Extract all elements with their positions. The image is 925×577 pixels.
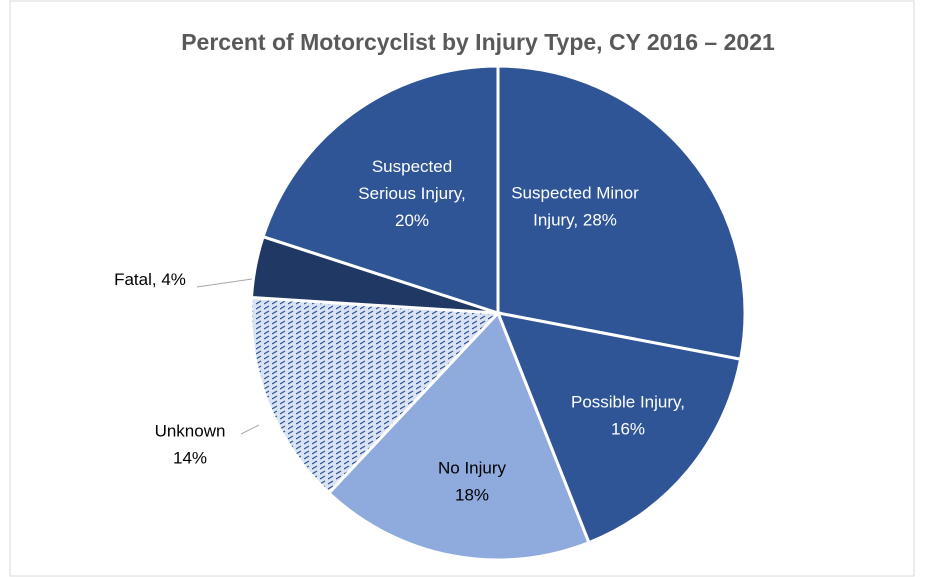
pie-slice — [261, 64, 500, 316]
leader-line — [240, 424, 260, 435]
data-label: No Injury 18% — [438, 459, 507, 505]
pie-slice — [326, 310, 591, 562]
chart-title: Percent of Motorcyclist by Injury Type, … — [181, 29, 775, 55]
pie-slice — [249, 295, 502, 496]
leader-line — [196, 278, 253, 288]
pie-slice — [496, 64, 747, 362]
data-label: Suspected Serious Injury, 20% — [358, 157, 465, 230]
data-label: Suspected Minor Injury, 28% — [511, 184, 639, 230]
pie-slice — [495, 311, 743, 545]
data-label: Fatal, 4% — [114, 270, 186, 289]
data-label: Possible Injury, 16% — [571, 393, 685, 439]
data-label: Unknown 14% — [155, 422, 226, 468]
